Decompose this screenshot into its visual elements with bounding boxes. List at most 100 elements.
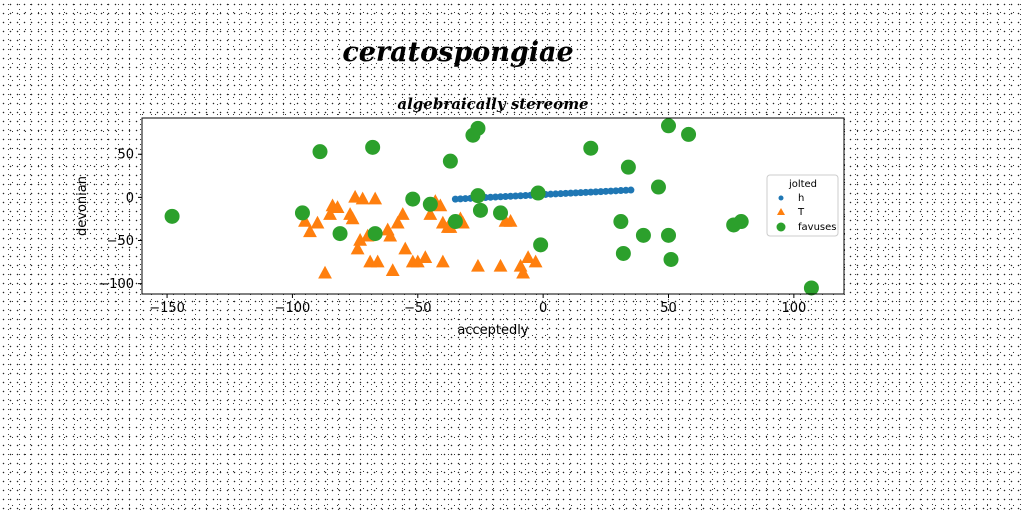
series-2-point	[530, 185, 546, 201]
series-1-point	[433, 198, 448, 212]
series-0-point	[612, 187, 620, 195]
series-2-point	[615, 245, 631, 261]
series-0-point	[552, 190, 560, 198]
plot-frame	[141, 117, 845, 295]
series-2-point	[493, 205, 509, 221]
series-2-point	[613, 214, 629, 230]
x-tick-label: −150	[149, 301, 185, 316]
series-2-point	[294, 205, 310, 221]
series-2-point	[663, 251, 679, 267]
series-2-point	[583, 140, 599, 156]
series-1-point	[353, 233, 368, 246]
series-1-point	[350, 241, 365, 255]
series-0-point	[592, 188, 600, 196]
series-0-point	[461, 195, 469, 203]
series-0-point	[547, 190, 555, 198]
series-0-point	[522, 191, 530, 199]
series-0-point	[517, 192, 525, 200]
series-2-point	[533, 237, 549, 253]
x-tick-label: −50	[404, 301, 431, 316]
series-1-point	[370, 254, 385, 268]
series-2-point	[442, 153, 458, 169]
series-0-point	[567, 189, 575, 197]
chart-suptitle: ceratospongiae	[342, 37, 573, 68]
series-0-point	[451, 195, 459, 203]
legend-label-h: h	[798, 193, 804, 204]
series-0-point	[562, 189, 570, 197]
x-tick-label: −100	[275, 301, 311, 316]
legend-marker-favuses	[776, 222, 786, 232]
legend-box	[766, 174, 839, 237]
series-0-point	[622, 186, 630, 194]
x-axis: −150 −100 −50 0 50 100	[149, 294, 806, 316]
series-1-point	[503, 214, 518, 227]
legend: jolted h T favuses	[766, 174, 839, 237]
series-0-point	[617, 187, 625, 195]
series-1-point	[521, 250, 535, 264]
y-axis-label: devonian	[75, 176, 90, 236]
series-0-point	[456, 195, 464, 203]
legend-marker-t	[777, 208, 785, 215]
plot-area	[142, 118, 844, 294]
series-0-point	[587, 188, 595, 196]
legend-marker-h	[778, 195, 784, 201]
series-2-point	[332, 226, 348, 242]
series-2-point	[367, 226, 383, 242]
series-0-point	[492, 193, 500, 201]
series-0-point	[607, 187, 615, 195]
series-2-point	[312, 144, 328, 160]
x-tick-label: 0	[539, 301, 547, 316]
series-2-point	[447, 214, 463, 230]
series-1-point	[493, 258, 508, 272]
series-1-point	[345, 211, 360, 225]
series-2-point	[733, 214, 749, 230]
x-tick-label: 100	[781, 301, 806, 316]
y-tick-label: −50	[107, 234, 134, 249]
legend-title: jolted	[788, 179, 817, 190]
series-0-point	[602, 187, 610, 195]
series-2-point	[635, 227, 651, 243]
series-0-point	[497, 193, 505, 201]
series-0-point	[597, 188, 605, 196]
series-0-point	[627, 186, 635, 194]
legend-label-favuses: favuses	[798, 222, 836, 233]
series-2-point	[365, 139, 381, 155]
series-1-point	[330, 200, 345, 213]
series-2-point	[661, 227, 676, 243]
series-2-point	[164, 208, 180, 224]
x-axis-label: acceptedly	[457, 323, 528, 338]
x-tick-label: 50	[660, 301, 677, 316]
series-1-point	[516, 265, 530, 279]
series-2-point	[650, 179, 666, 195]
series-1-point	[410, 254, 425, 268]
series-0-point	[502, 193, 510, 201]
series-1-point	[318, 265, 332, 279]
series-1-point	[310, 215, 325, 229]
y-tick-label: −100	[98, 277, 134, 292]
series-2-point	[405, 191, 421, 207]
data-marks	[164, 118, 819, 296]
series-1-point	[303, 224, 317, 238]
y-axis: 50 0 −50 −100	[98, 148, 142, 292]
series-2-point	[620, 159, 636, 175]
series-0-point	[507, 192, 515, 200]
y-tick-label: 0	[126, 191, 134, 206]
series-1-point	[395, 207, 410, 220]
series-1-point	[298, 214, 312, 227]
series-1-point	[528, 254, 543, 268]
series-2-point	[470, 188, 486, 204]
series-1-point	[398, 241, 413, 255]
series-0-point	[557, 190, 565, 198]
series-1-point	[355, 191, 370, 205]
series-2-point	[422, 196, 438, 212]
series-2-point	[470, 120, 486, 136]
series-0-point	[577, 189, 585, 197]
series-1-point	[368, 191, 383, 205]
series-1-point	[390, 215, 405, 229]
series-1-point	[423, 207, 438, 220]
legend-label-t: T	[797, 207, 805, 218]
y-tick-label: 50	[117, 148, 134, 163]
series-2-point	[472, 202, 488, 218]
series-0-point	[486, 193, 494, 201]
